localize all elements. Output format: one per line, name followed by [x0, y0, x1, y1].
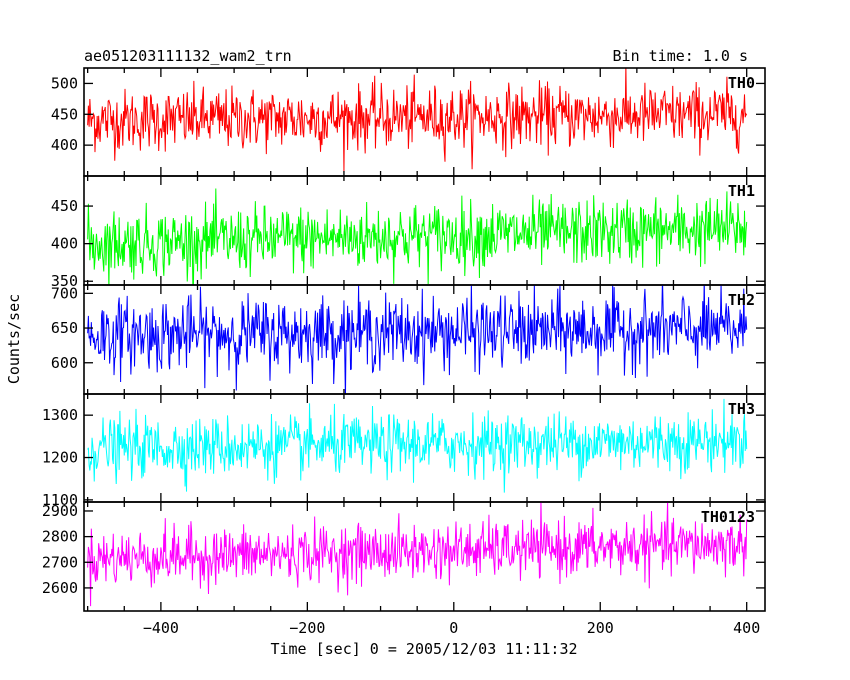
panel-th3: 1100 1200 1300 TH3: [42, 393, 766, 509]
x-axis-label: Time [sec] 0 = 2005/12/03 11:11:32: [270, 640, 577, 658]
y-tick-label: 400: [51, 235, 78, 253]
series-line-th1: [87, 188, 748, 285]
x-tick-label: 400: [733, 619, 760, 637]
y-tick-label: 400: [51, 136, 78, 154]
series-line-th2: [87, 285, 748, 394]
y-tick-label: 700: [51, 284, 78, 302]
panel-th2: 600 650 700 TH2: [51, 284, 766, 395]
y-tick-label: 350: [51, 272, 78, 290]
y-tick-label: 1100: [42, 491, 78, 509]
panel-label: TH1: [728, 182, 755, 200]
x-tick-label: 200: [587, 619, 614, 637]
panel-label: TH0: [728, 74, 755, 92]
y-tick-label: 2600: [42, 579, 78, 597]
series-line-th0: [87, 68, 748, 172]
panel-th0: 400 450 500 TH0: [51, 67, 766, 177]
panel-label: TH0123: [701, 508, 755, 526]
y-tick-label: 500: [51, 74, 78, 92]
y-axis-label: Counts/sec: [5, 294, 23, 384]
y-tick-label: 2800: [42, 528, 78, 546]
x-tick-label: 0: [449, 619, 458, 637]
y-tick-label: 2900: [42, 502, 78, 520]
chart-title: ae051203111132_wam2_trn: [84, 47, 292, 65]
y-tick-label: 650: [51, 319, 78, 337]
y-tick-label: 1200: [42, 449, 78, 467]
y-tick-label: 450: [51, 197, 78, 215]
panel-label: TH3: [728, 400, 755, 418]
y-tick-label: 2700: [42, 553, 78, 571]
x-tick-label: −200: [289, 619, 325, 637]
x-tick-label: −400: [143, 619, 179, 637]
series-line-th3: [87, 398, 748, 493]
panel-label: TH2: [728, 291, 755, 309]
panels-group: 400 450 500 TH0 350 400 450 TH1 600 650 700 TH2 1100…: [42, 67, 766, 612]
y-tick-label: 450: [51, 105, 78, 123]
series-line-th0123: [87, 502, 748, 607]
y-tick-label: 1300: [42, 406, 78, 424]
y-tick-label: 600: [51, 354, 78, 372]
panel-frame: [83, 501, 766, 612]
bin-time-label: Bin time: 1.0 s: [613, 47, 748, 65]
x-axis: −400 −200 0 200 400: [143, 619, 760, 637]
panel-th0123: 2600 2700 2800 2900 TH0123: [42, 501, 766, 612]
panel-th1: 350 400 450 TH1: [51, 175, 766, 290]
